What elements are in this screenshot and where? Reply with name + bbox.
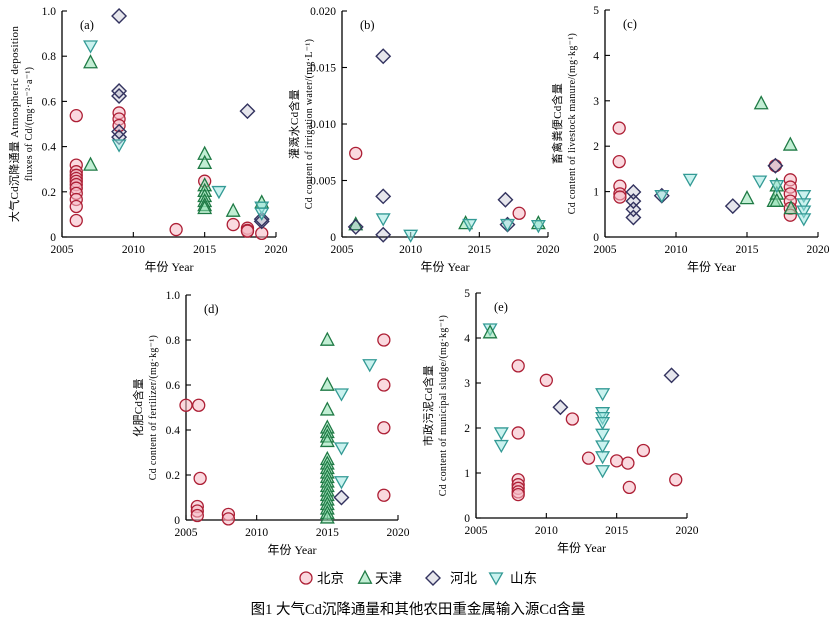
svg-text:2015: 2015 xyxy=(605,525,628,537)
svg-text:0.2: 0.2 xyxy=(166,470,181,482)
svg-text:2010: 2010 xyxy=(535,525,558,537)
svg-text:0.020: 0.020 xyxy=(310,6,336,18)
svg-text:2: 2 xyxy=(593,141,599,153)
svg-text:2010: 2010 xyxy=(122,244,145,256)
svg-text:4: 4 xyxy=(464,333,470,345)
svg-text:2005: 2005 xyxy=(175,527,198,539)
svg-text:0: 0 xyxy=(593,232,599,244)
svg-text:0.2: 0.2 xyxy=(42,187,57,199)
svg-text:1: 1 xyxy=(464,468,470,480)
svg-text:0: 0 xyxy=(464,513,470,525)
svg-text:2010: 2010 xyxy=(665,244,688,256)
svg-text:Cd content of municipal sludge: Cd content of municipal sludge/(mg·kg⁻¹) xyxy=(438,315,449,496)
svg-text:fluxes of Cd/(mg·m⁻²·a⁻¹): fluxes of Cd/(mg·m⁻²·a⁻¹) xyxy=(24,67,35,182)
svg-text:(a): (a) xyxy=(80,18,94,32)
svg-text:畜禽粪便Cd含量: 畜禽粪便Cd含量 xyxy=(550,83,564,164)
svg-text:年份 Year: 年份 Year xyxy=(144,260,193,274)
svg-text:0.4: 0.4 xyxy=(42,142,57,154)
svg-text:大气Cd沉降通量 Atmospheric depositio: 大气Cd沉降通量 Atmospheric deposition xyxy=(7,26,21,222)
svg-text:2010: 2010 xyxy=(399,244,422,256)
svg-text:Cd content of fertilizer/(mg·k: Cd content of fertilizer/(mg·kg⁻¹) xyxy=(148,335,159,480)
svg-text:天津: 天津 xyxy=(375,571,402,586)
svg-text:2020: 2020 xyxy=(676,525,699,537)
svg-text:年份 Year: 年份 Year xyxy=(557,541,606,555)
svg-text:5: 5 xyxy=(593,5,599,17)
svg-text:山东: 山东 xyxy=(510,571,537,586)
svg-text:0.8: 0.8 xyxy=(42,51,57,63)
svg-text:2015: 2015 xyxy=(736,244,759,256)
svg-text:3: 3 xyxy=(464,378,470,390)
svg-text:市政污泥Cd含量: 市政污泥Cd含量 xyxy=(421,365,435,446)
svg-text:年份 Year: 年份 Year xyxy=(267,543,316,557)
svg-text:北京: 北京 xyxy=(317,571,344,586)
svg-text:(c): (c) xyxy=(623,17,637,31)
svg-text:3: 3 xyxy=(593,96,599,108)
svg-text:Cd content of irrigation water: Cd content of irrigation water/(mg·L⁻¹) xyxy=(304,39,315,209)
svg-text:化肥Cd含量: 化肥Cd含量 xyxy=(131,378,145,437)
svg-text:2005: 2005 xyxy=(331,244,354,256)
svg-text:2005: 2005 xyxy=(594,244,617,256)
svg-text:2010: 2010 xyxy=(245,527,268,539)
svg-text:0.4: 0.4 xyxy=(166,425,181,437)
svg-text:年份 Year: 年份 Year xyxy=(420,260,469,274)
svg-text:(e): (e) xyxy=(494,300,508,314)
svg-text:2015: 2015 xyxy=(193,244,216,256)
svg-text:2005: 2005 xyxy=(465,525,488,537)
svg-text:2005: 2005 xyxy=(51,244,74,256)
svg-text:1: 1 xyxy=(593,187,599,199)
svg-text:灌溉水Cd含量: 灌溉水Cd含量 xyxy=(287,89,301,159)
svg-text:5: 5 xyxy=(464,288,470,300)
svg-text:2020: 2020 xyxy=(537,244,560,256)
svg-text:(d): (d) xyxy=(204,302,219,316)
svg-text:0.8: 0.8 xyxy=(166,335,181,347)
svg-text:年份 Year: 年份 Year xyxy=(687,260,736,274)
svg-text:河北: 河北 xyxy=(450,571,477,586)
svg-text:2020: 2020 xyxy=(807,244,830,256)
svg-text:0.6: 0.6 xyxy=(42,96,57,108)
svg-text:图1 大气Cd沉降通量和其他农田重金属输入源Cd含量: 图1 大气Cd沉降通量和其他农田重金属输入源Cd含量 xyxy=(251,601,586,618)
svg-text:4: 4 xyxy=(593,50,599,62)
svg-text:2: 2 xyxy=(464,423,470,435)
svg-text:0: 0 xyxy=(330,232,336,244)
svg-text:1.0: 1.0 xyxy=(42,6,57,18)
svg-text:2020: 2020 xyxy=(387,527,410,539)
svg-text:0: 0 xyxy=(174,515,180,527)
svg-text:2015: 2015 xyxy=(316,527,339,539)
svg-text:2020: 2020 xyxy=(265,244,288,256)
svg-text:1.0: 1.0 xyxy=(166,290,181,302)
svg-text:Cd content of livestock manure: Cd content of livestock manure/(mg·kg⁻¹) xyxy=(567,33,578,214)
svg-text:0: 0 xyxy=(50,232,56,244)
svg-text:0.6: 0.6 xyxy=(166,380,181,392)
svg-text:2015: 2015 xyxy=(468,244,491,256)
svg-text:(b): (b) xyxy=(360,18,375,32)
